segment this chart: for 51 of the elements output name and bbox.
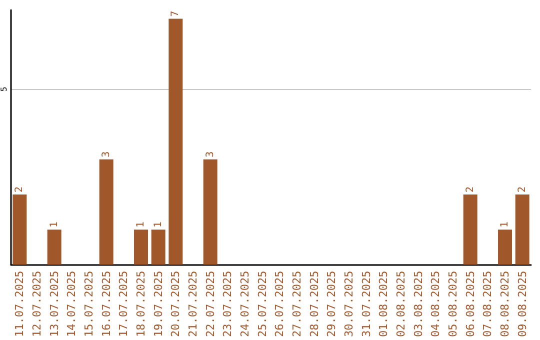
x-tick-label: 01.08.2025: [377, 270, 390, 338]
x-tick-label: 30.07.2025: [342, 270, 356, 338]
bar: [151, 230, 166, 265]
x-tick-label: 09.08.2025: [516, 270, 529, 338]
x-tick-label: 03.08.2025: [412, 270, 425, 338]
data-label: 7: [170, 10, 182, 17]
x-tick-label: 16.07.2025: [100, 270, 113, 338]
bar: [134, 230, 148, 265]
x-tick-label: 28.07.2025: [308, 270, 321, 338]
x-tick-label: 12.07.2025: [30, 270, 44, 338]
data-label: 2: [14, 186, 26, 192]
data-label: 3: [100, 151, 112, 158]
x-tick-label: 31.07.2025: [360, 270, 373, 338]
bar: [99, 159, 114, 265]
x-tick-label: 15.07.2025: [82, 270, 96, 338]
x-tick-label: 29.07.2025: [325, 270, 338, 338]
x-tick-label: 23.07.2025: [221, 270, 234, 338]
x-tick-label: 26.07.2025: [273, 270, 286, 338]
x-tick-label: 24.07.2025: [238, 270, 252, 338]
bar: [168, 18, 183, 265]
bar: [515, 194, 530, 265]
data-label: 1: [500, 222, 510, 228]
bar: [463, 194, 478, 265]
data-label: 1: [152, 222, 164, 228]
x-tick-label: 21.07.2025: [186, 270, 200, 338]
bar: [12, 194, 27, 265]
x-tick-label: 14.07.2025: [65, 270, 78, 338]
data-label: 2: [464, 186, 476, 192]
y-tick-label: 5: [0, 86, 8, 92]
x-tick-label: 25.07.2025: [256, 270, 269, 338]
x-tick-label: 22.07.2025: [204, 270, 217, 338]
x-tick-label: 18.07.2025: [134, 270, 148, 338]
x-tick-label: 08.08.2025: [498, 270, 512, 338]
data-label: 1: [48, 222, 60, 228]
bar: [203, 159, 218, 265]
data-label: 1: [136, 222, 146, 228]
x-tick-label: 05.08.2025: [446, 270, 460, 338]
x-tick-label: 20.07.2025: [169, 270, 182, 338]
x-tick-label: 02.08.2025: [394, 270, 408, 338]
x-tick-label: 19.07.2025: [152, 270, 165, 338]
x-tick-label: 17.07.2025: [117, 270, 130, 338]
data-label: 3: [204, 151, 216, 158]
x-tick-label: 07.08.2025: [481, 270, 494, 338]
x-tick-label: 27.07.2025: [290, 270, 304, 338]
bar: [498, 230, 512, 265]
bar: [47, 230, 62, 265]
x-tick-label: 13.07.2025: [48, 270, 61, 338]
x-tick-label: 04.08.2025: [429, 270, 442, 338]
x-tick-label: 11.07.2025: [13, 270, 26, 338]
x-tick-label: 06.08.2025: [464, 270, 477, 338]
data-label: 2: [516, 186, 528, 192]
